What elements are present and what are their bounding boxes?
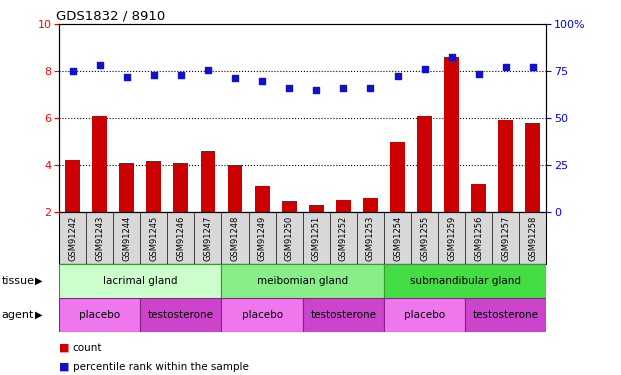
Bar — [465, 298, 546, 332]
Bar — [282, 201, 297, 212]
Point — [149, 72, 159, 78]
Text: agent: agent — [1, 310, 34, 320]
Bar — [384, 298, 465, 332]
Text: GSM91253: GSM91253 — [366, 216, 375, 261]
Text: GSM91245: GSM91245 — [149, 216, 158, 261]
Point — [68, 68, 78, 74]
Bar — [59, 212, 546, 264]
Point — [501, 63, 511, 70]
Text: placebo: placebo — [79, 310, 120, 320]
Text: GSM91244: GSM91244 — [122, 216, 131, 261]
Bar — [173, 163, 188, 212]
Bar — [363, 198, 378, 212]
Text: GSM91258: GSM91258 — [528, 216, 537, 261]
Text: GSM91247: GSM91247 — [204, 216, 212, 261]
Point — [338, 85, 348, 91]
Text: GSM91248: GSM91248 — [230, 216, 240, 261]
Bar — [201, 151, 215, 212]
Text: GDS1832 / 8910: GDS1832 / 8910 — [56, 9, 165, 22]
Point — [176, 72, 186, 78]
Text: ■: ■ — [59, 343, 70, 353]
Bar — [444, 57, 459, 212]
Point — [94, 62, 104, 68]
Text: placebo: placebo — [404, 310, 445, 320]
Text: GSM91259: GSM91259 — [447, 216, 456, 261]
Bar — [92, 116, 107, 212]
Text: meibomian gland: meibomian gland — [257, 276, 348, 286]
Bar — [336, 200, 351, 212]
Point — [446, 54, 456, 60]
Text: GSM91254: GSM91254 — [393, 216, 402, 261]
Bar — [471, 184, 486, 212]
Bar — [140, 298, 222, 332]
Text: ■: ■ — [59, 362, 70, 372]
Bar — [417, 116, 432, 212]
Text: GSM91252: GSM91252 — [339, 216, 348, 261]
Point — [203, 67, 213, 73]
Bar — [65, 160, 80, 212]
Point — [420, 66, 430, 72]
Bar — [499, 120, 514, 212]
Point — [257, 78, 267, 84]
Bar — [222, 298, 303, 332]
Point — [392, 73, 402, 79]
Point — [366, 85, 376, 91]
Text: GSM91250: GSM91250 — [284, 216, 294, 261]
Point — [528, 63, 538, 70]
Point — [230, 75, 240, 81]
Text: ▶: ▶ — [35, 310, 42, 320]
Text: testosterone: testosterone — [148, 310, 214, 320]
Bar — [59, 264, 222, 298]
Text: GSM91255: GSM91255 — [420, 216, 429, 261]
Point — [284, 85, 294, 91]
Bar — [222, 264, 384, 298]
Point — [311, 87, 321, 93]
Bar — [303, 298, 384, 332]
Text: GSM91249: GSM91249 — [258, 216, 266, 261]
Text: GSM91251: GSM91251 — [312, 216, 321, 261]
Text: GSM91242: GSM91242 — [68, 216, 77, 261]
Text: GSM91256: GSM91256 — [474, 216, 483, 261]
Text: ▶: ▶ — [35, 276, 42, 286]
Text: GSM91243: GSM91243 — [95, 216, 104, 261]
Point — [122, 74, 132, 80]
Bar — [227, 165, 242, 212]
Bar — [525, 123, 540, 212]
Text: testosterone: testosterone — [310, 310, 376, 320]
Text: count: count — [73, 343, 102, 353]
Bar — [59, 298, 140, 332]
Bar — [119, 163, 134, 212]
Text: percentile rank within the sample: percentile rank within the sample — [73, 362, 248, 372]
Bar — [309, 205, 324, 212]
Text: GSM91246: GSM91246 — [176, 216, 185, 261]
Bar — [390, 142, 405, 212]
Text: lacrimal gland: lacrimal gland — [103, 276, 178, 286]
Text: GSM91257: GSM91257 — [501, 216, 510, 261]
Point — [474, 70, 484, 76]
Text: testosterone: testosterone — [473, 310, 539, 320]
Text: submandibular gland: submandibular gland — [410, 276, 521, 286]
Bar — [384, 264, 546, 298]
Bar — [255, 186, 270, 212]
Text: placebo: placebo — [242, 310, 283, 320]
Bar — [147, 162, 161, 212]
Text: tissue: tissue — [1, 276, 34, 286]
